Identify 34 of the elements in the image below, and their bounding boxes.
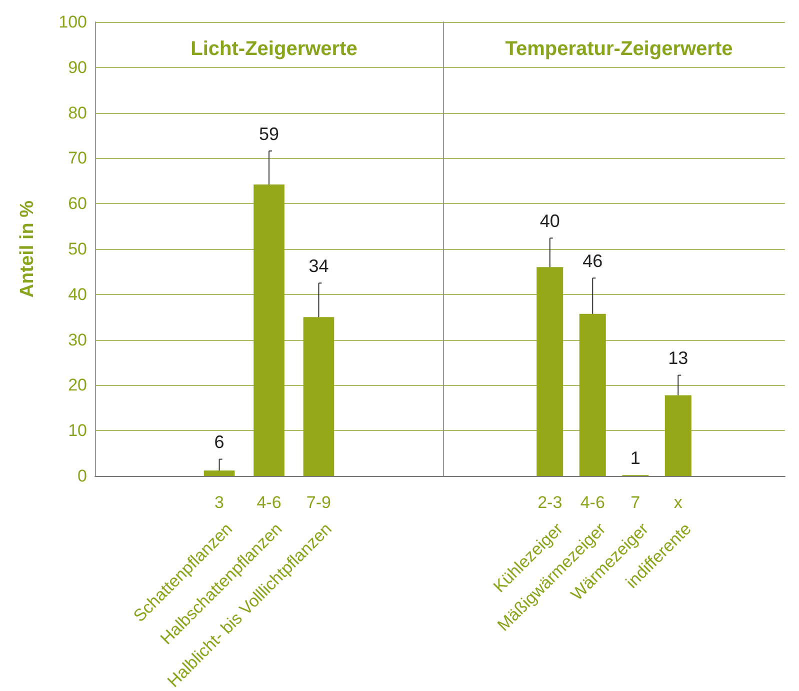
x-tick-label: x bbox=[674, 493, 683, 512]
annotation: 40 bbox=[540, 211, 560, 232]
y-tick-label: 100 bbox=[58, 12, 87, 32]
bar bbox=[303, 317, 334, 476]
x-tick-label: 7-9 bbox=[306, 493, 332, 512]
y-tick-label: 30 bbox=[68, 330, 87, 350]
annotation: 46 bbox=[582, 251, 603, 272]
x-tick-label: 7 bbox=[630, 493, 640, 512]
y-tick-label: 40 bbox=[68, 284, 87, 304]
annotation: 6 bbox=[214, 432, 224, 452]
text: Licht-Zeigerwerte bbox=[190, 38, 358, 60]
x-tick-label: 4-6 bbox=[256, 493, 282, 512]
y-tick-label: 20 bbox=[68, 376, 87, 395]
y-axis-title: Anteil in % bbox=[17, 200, 38, 298]
y-tick-label: 80 bbox=[68, 103, 87, 122]
x-tick-label: 3 bbox=[214, 493, 224, 512]
text: Temperatur-Zeigerwerte bbox=[505, 38, 733, 60]
y-tick-label: 50 bbox=[68, 240, 87, 258]
bar bbox=[204, 470, 235, 476]
annotation: 59 bbox=[258, 124, 280, 144]
annotation: 1 bbox=[630, 448, 640, 468]
y-tick-label: 0 bbox=[78, 466, 87, 486]
annotation: 34 bbox=[308, 256, 329, 276]
y-tick-label: 90 bbox=[68, 58, 87, 77]
y-tick-label: 70 bbox=[68, 148, 87, 168]
x-tick-label: 4-6 bbox=[580, 493, 605, 512]
bar bbox=[579, 314, 606, 476]
y-tick-label: 10 bbox=[68, 421, 87, 440]
y-tick-label: 60 bbox=[68, 194, 87, 214]
bar bbox=[254, 184, 284, 476]
x-tick-label: 2-3 bbox=[538, 493, 562, 512]
bar bbox=[536, 267, 564, 476]
bar bbox=[664, 395, 692, 476]
annotation: 13 bbox=[668, 348, 688, 368]
